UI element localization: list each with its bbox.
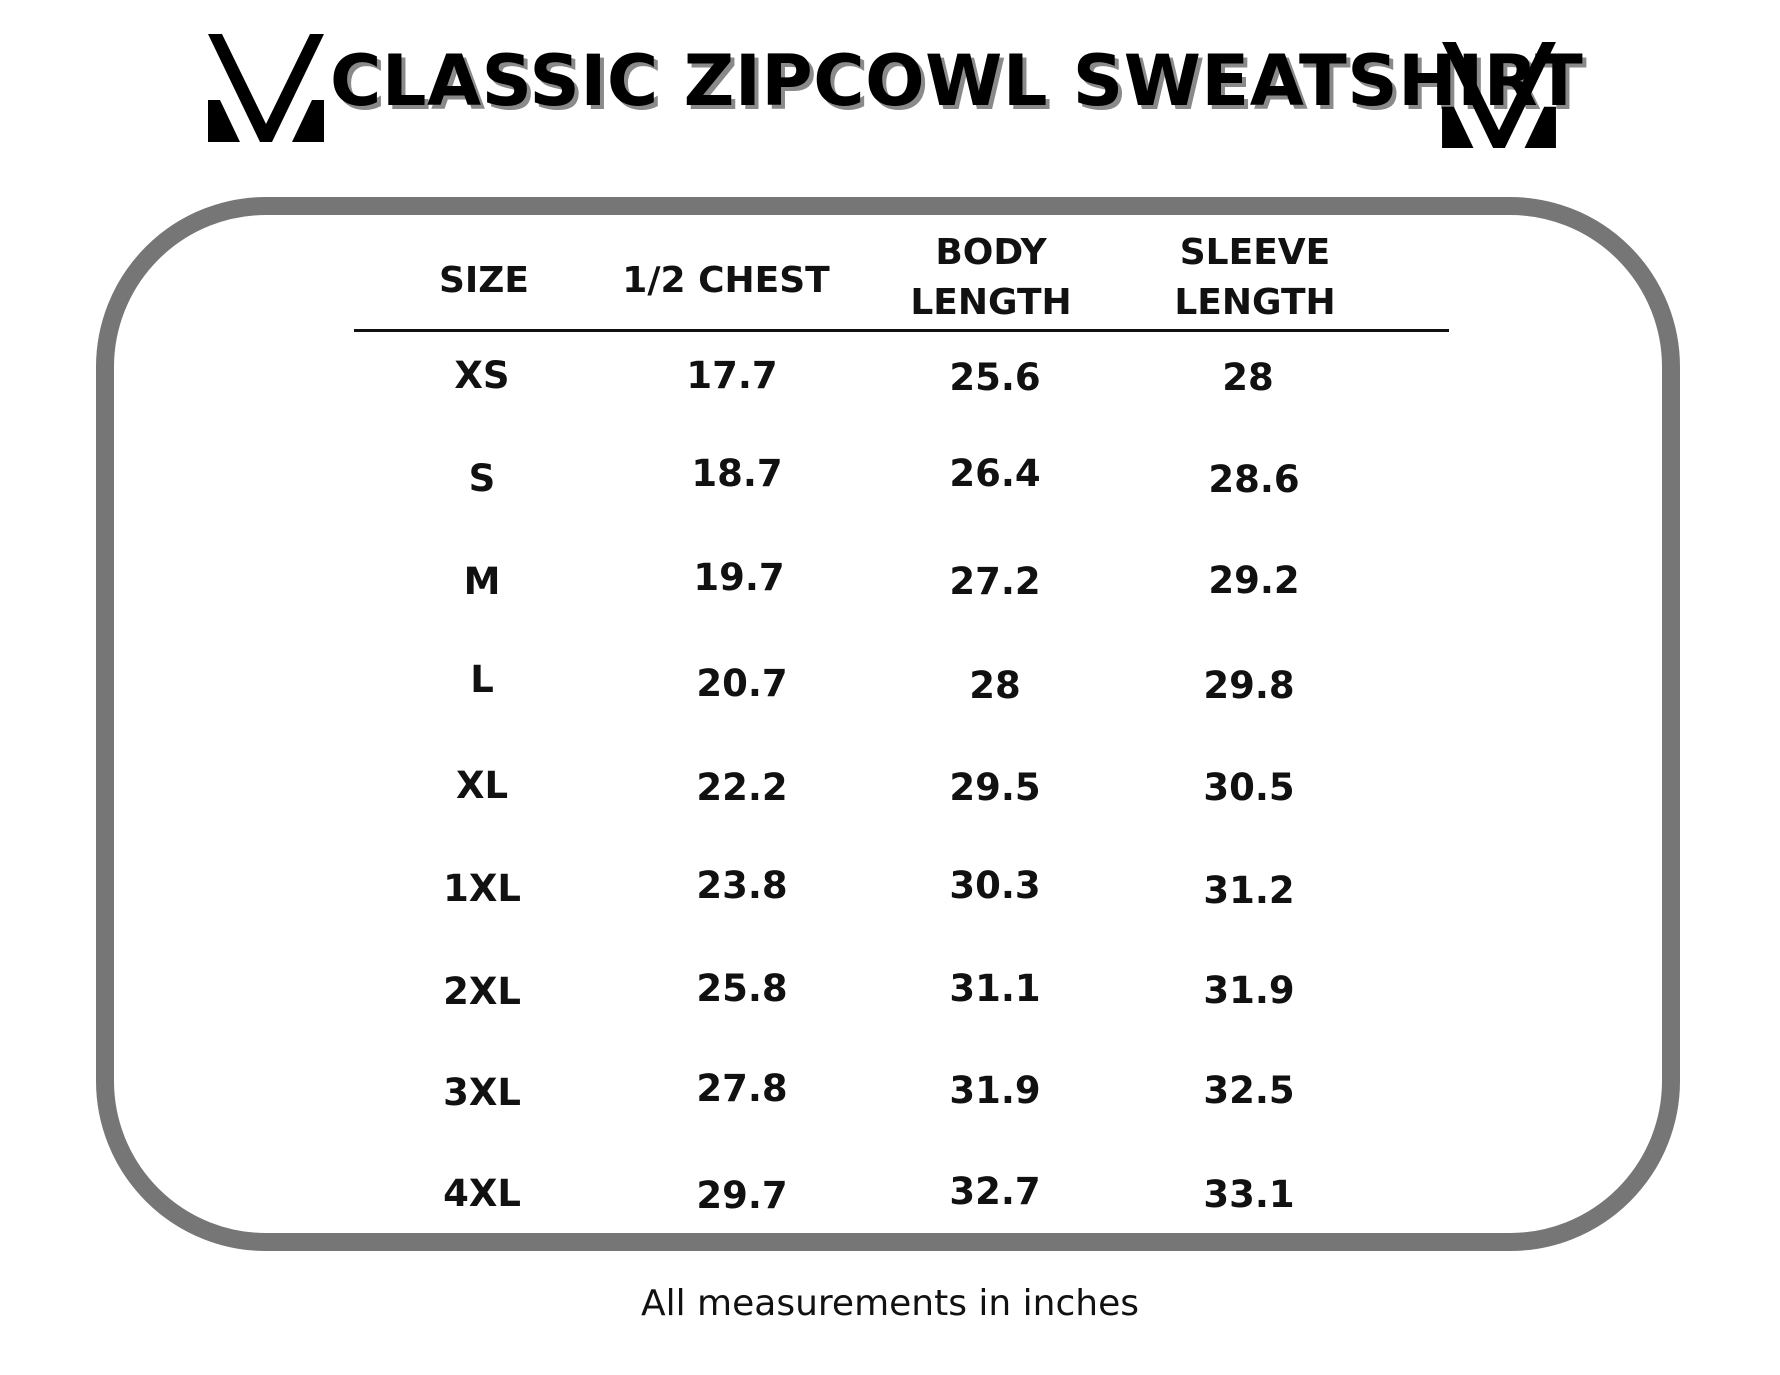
cell-sleeve: 31.9 [1203, 969, 1295, 1012]
cell-sleeve: 28 [1222, 356, 1274, 399]
cell-size: XL [455, 764, 509, 807]
cell-sleeve: 31.2 [1203, 869, 1295, 912]
cell-chest: 29.7 [696, 1174, 788, 1217]
header-body-length-line2: LENGTH [910, 282, 1072, 323]
cell-sleeve: 29.2 [1208, 559, 1300, 602]
cell-body: 26.4 [949, 452, 1041, 495]
measurement-note: All measurements in inches [640, 1283, 1140, 1324]
cell-body: 25.6 [949, 356, 1041, 399]
cell-sleeve: 29.8 [1203, 664, 1295, 707]
header-body-length-line1: BODY [935, 232, 1047, 273]
cell-size: S [468, 457, 496, 500]
v-chevron-logo-icon [1442, 42, 1556, 150]
cell-size: 3XL [443, 1071, 521, 1114]
cell-chest: 23.8 [696, 864, 788, 907]
cell-size: XS [454, 354, 510, 397]
cell-size: L [470, 658, 494, 701]
cell-size: 2XL [443, 970, 521, 1013]
cell-sleeve: 30.5 [1203, 766, 1295, 809]
page-title: CLASSIC ZIPCOWL SWEATSHIRT [330, 40, 1584, 122]
cell-chest: 19.7 [693, 556, 785, 599]
cell-chest: 20.7 [696, 662, 788, 705]
cell-body: 29.5 [949, 766, 1041, 809]
cell-chest: 17.7 [686, 354, 778, 397]
cell-body: 28 [969, 664, 1021, 707]
cell-chest: 22.2 [696, 766, 788, 809]
size-chart-frame [96, 197, 1680, 1251]
header-half-chest: 1/2 CHEST [622, 260, 830, 301]
header-sleeve-length-line1: SLEEVE [1179, 232, 1331, 273]
cell-chest: 27.8 [696, 1067, 788, 1110]
v-chevron-logo-icon [208, 34, 324, 144]
header-divider [354, 329, 1449, 332]
cell-chest: 18.7 [691, 452, 783, 495]
header-size: SIZE [438, 260, 530, 301]
cell-body: 31.1 [949, 967, 1041, 1010]
cell-sleeve: 32.5 [1203, 1069, 1295, 1112]
cell-chest: 25.8 [696, 967, 788, 1010]
cell-sleeve: 33.1 [1203, 1173, 1295, 1216]
cell-size: M [463, 560, 501, 603]
cell-body: 30.3 [949, 864, 1041, 907]
header-sleeve-length-line2: LENGTH [1174, 282, 1336, 323]
cell-size: 4XL [443, 1172, 521, 1215]
cell-sleeve: 28.6 [1208, 458, 1300, 501]
cell-body: 27.2 [949, 560, 1041, 603]
cell-body: 32.7 [949, 1170, 1041, 1213]
cell-body: 31.9 [949, 1069, 1041, 1112]
cell-size: 1XL [443, 867, 521, 910]
